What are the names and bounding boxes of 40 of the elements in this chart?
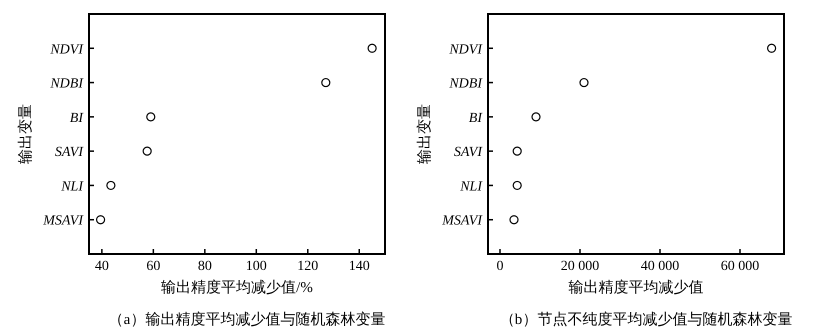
y-tick-label: MSAVI: [42, 214, 84, 229]
y-tick-label: NDVI: [49, 42, 84, 58]
x-tick-label: 120: [297, 259, 318, 274]
y-tick-label: BI: [70, 110, 84, 126]
y-tick-label: NLI: [459, 179, 484, 194]
x-tick-label: 0: [496, 259, 504, 274]
point: [767, 44, 776, 53]
text: （b）节点不纯度平均减少值与随机森林变量: [500, 311, 792, 328]
point: [531, 112, 541, 122]
x-tick-label: 40: [94, 259, 109, 274]
x-tick-label: 80: [198, 259, 212, 274]
y-tick-label: NDBI: [448, 76, 484, 92]
point: [509, 215, 519, 224]
y-axis-title: 输出变量: [416, 104, 433, 164]
y-tick-label: SAVI: [454, 145, 484, 160]
y-tick-label: BI: [468, 110, 484, 126]
y-tick-label: NLI: [60, 179, 84, 194]
point: [106, 180, 116, 190]
y-tick-label: MSAVI: [441, 214, 484, 229]
point: [142, 146, 152, 156]
y-axis-title: 输出变量: [17, 104, 34, 164]
x-tick-label: 140: [348, 259, 370, 274]
point: [368, 44, 377, 53]
x-axis-title: 输出精度平均减少值/%: [161, 279, 313, 296]
point: [96, 215, 106, 224]
point: [512, 146, 522, 156]
x-tick-label: 20 000: [560, 259, 600, 274]
y-tick-label: NDVI: [448, 42, 484, 58]
y-tick-label: NDBI: [49, 76, 84, 92]
x-axis-title: 输出精度平均减少值: [568, 279, 704, 296]
text: （a）输出精度平均减少值与随机森林变量: [108, 311, 386, 328]
x-tick-label: 100: [246, 259, 267, 274]
point: [321, 78, 330, 88]
x-tick-label: 60 000: [720, 259, 760, 274]
point: [512, 180, 522, 190]
x-tick-label: 40 000: [640, 259, 680, 274]
x-tick-label: 60: [146, 259, 160, 274]
point: [579, 78, 589, 88]
point: [146, 112, 156, 122]
y-tick-label: SAVI: [54, 145, 84, 160]
